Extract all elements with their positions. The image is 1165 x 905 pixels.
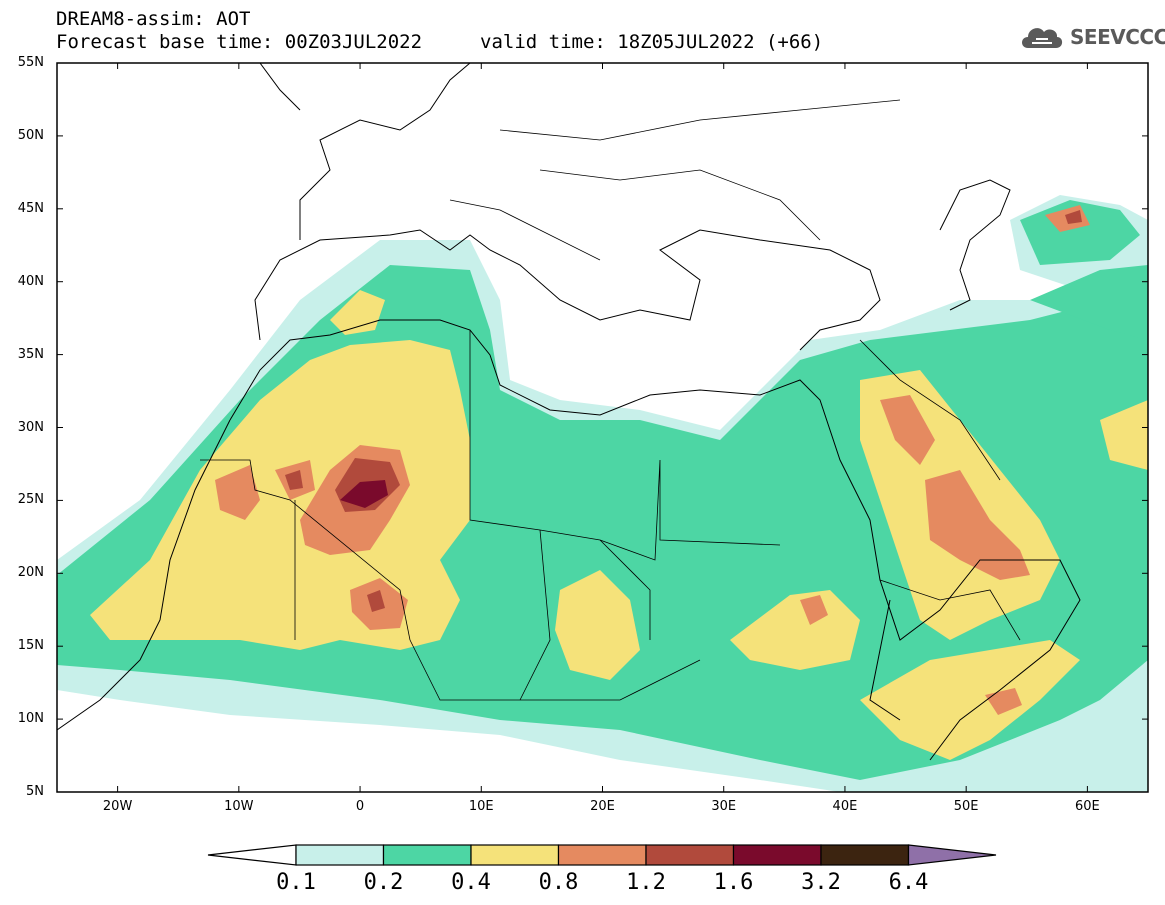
seevccc-logo: SEEVCCC [1018,22,1165,52]
latitude-label: 10N [17,711,44,727]
longitude-label: 20W [102,799,133,814]
colorbar-label: 0.4 [451,870,491,895]
aot-level-0.4 [555,570,640,680]
forecast-base-time: Forecast base time: 00Z03JUL2022 [56,31,423,53]
logo-text: SEEVCCC [1070,25,1165,49]
axis-ticks [57,62,1148,793]
latitude-label: 45N [17,200,44,216]
colorbar [207,844,997,866]
latitude-label: 40N [17,273,44,289]
longitude-label: 20E [590,799,615,814]
aot-level-0.2 [1030,265,1148,340]
colorbar-label: 0.1 [276,870,316,895]
latitude-label: 20N [17,565,44,581]
longitude-label: 40E [832,799,858,814]
longitude-label: 10E [468,799,494,814]
colorbar-label: 1.2 [626,870,666,895]
aot-level-1.2 [367,590,385,612]
aot-level-0.4 [730,590,860,670]
aot-level-1.2 [1065,210,1082,224]
country-borders [200,99,1021,701]
colorbar-label: 6.4 [888,870,929,895]
cloud-icon [1022,28,1063,48]
colorbar-label: 1.6 [713,870,754,895]
aot-field [57,195,1148,792]
longitude-label: 10W [224,799,254,814]
colorbar-swatch [645,844,735,866]
colorbar-arrow-low [207,844,297,866]
aot-level-0.4 [90,340,470,650]
latitude-label: 35N [17,346,44,362]
colorbar-label: 3.2 [801,870,841,895]
aot-level-0.8 [215,465,260,520]
valid-time: valid time: 18Z05JUL2022 (+66) [480,31,824,53]
aot-level-0.8 [880,395,935,465]
colorbar-swatch [557,844,647,866]
aot-level-0.8 [925,470,1030,580]
longitude-label: 60E [1074,799,1100,814]
colorbar-label: 0.8 [538,870,579,895]
latitude-label: 50N [17,127,44,143]
coastlines [57,63,1081,761]
latitude-label: 5N [26,784,44,799]
colorbar-swatch [295,844,385,866]
latitude-label: 25N [17,492,44,508]
colorbar-arrow-high [907,844,997,866]
aot-level-1.2 [285,470,303,490]
longitude-label: 30E [711,799,737,814]
latitude-label: 55N [17,55,44,70]
colorbar-swatch [732,844,822,866]
colorbar-swatch [470,844,560,866]
colorbar-swatch [820,844,910,866]
latitude-label: 15N [17,638,44,654]
longitude-label: 0 [355,799,365,814]
colorbar-swatch [382,844,472,866]
map-title: DREAM8-assim: AOT [56,8,251,30]
longitude-label: 50E [953,799,979,814]
aot-level-1.6 [340,480,388,508]
colorbar-label: 0.2 [363,870,404,895]
aot-level-0.8 [800,595,828,625]
aot-level-0.4 [1100,400,1148,470]
aot-level-0.4 [330,290,385,335]
latitude-label: 30N [17,419,44,435]
